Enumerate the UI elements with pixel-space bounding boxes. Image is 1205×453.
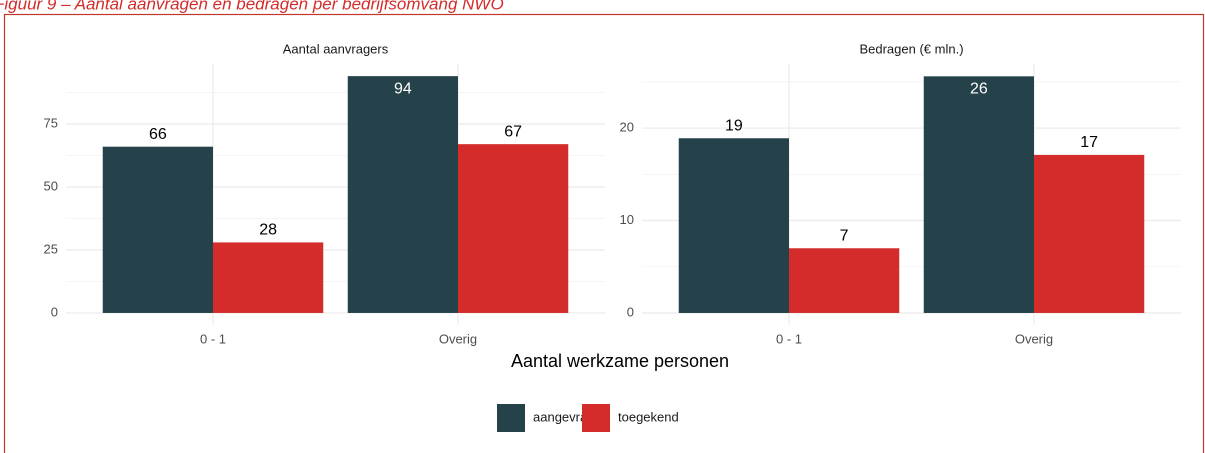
x-tick-label: 0 - 1: [200, 331, 226, 346]
y-tick-label: 50: [44, 178, 58, 193]
value-label: 67: [504, 123, 522, 140]
x-axis-label: Aantal werkzame personen: [511, 351, 729, 371]
bar: [1034, 154, 1145, 313]
y-tick-label: 0: [627, 304, 634, 319]
frame: [3, 13, 1205, 453]
bar: [213, 242, 324, 313]
value-label: 7: [840, 227, 849, 244]
bar: [678, 138, 789, 313]
value-label: 94: [394, 80, 412, 97]
legend-swatch: [582, 404, 610, 432]
y-tick-label: 25: [44, 241, 58, 256]
bar: [458, 144, 569, 313]
y-tick-label: 75: [44, 115, 58, 130]
y-tick-label: 0: [51, 304, 58, 319]
value-label: 17: [1080, 134, 1098, 151]
panel-title: Aantal aanvragers: [283, 41, 389, 56]
bar: [923, 76, 1034, 313]
x-tick-label: Overig: [439, 331, 477, 346]
bar: [102, 146, 213, 313]
x-tick-label: 0 - 1: [776, 331, 802, 346]
panel-title: Bedragen (€ mln.): [859, 41, 963, 56]
y-tick-label: 10: [620, 212, 634, 227]
y-tick-label: 20: [620, 120, 634, 135]
x-tick-label: Overig: [1015, 331, 1053, 346]
bar: [347, 76, 458, 313]
value-label: 19: [725, 117, 743, 134]
value-label: 26: [970, 81, 988, 98]
legend-swatch: [497, 404, 525, 432]
value-label: 28: [259, 222, 277, 239]
value-label: 66: [149, 126, 167, 143]
figure-title: Figuur 9 – Aantal aanvragen en bedragen …: [0, 0, 504, 13]
bar: [789, 248, 900, 313]
legend-label: toegekend: [618, 409, 679, 424]
